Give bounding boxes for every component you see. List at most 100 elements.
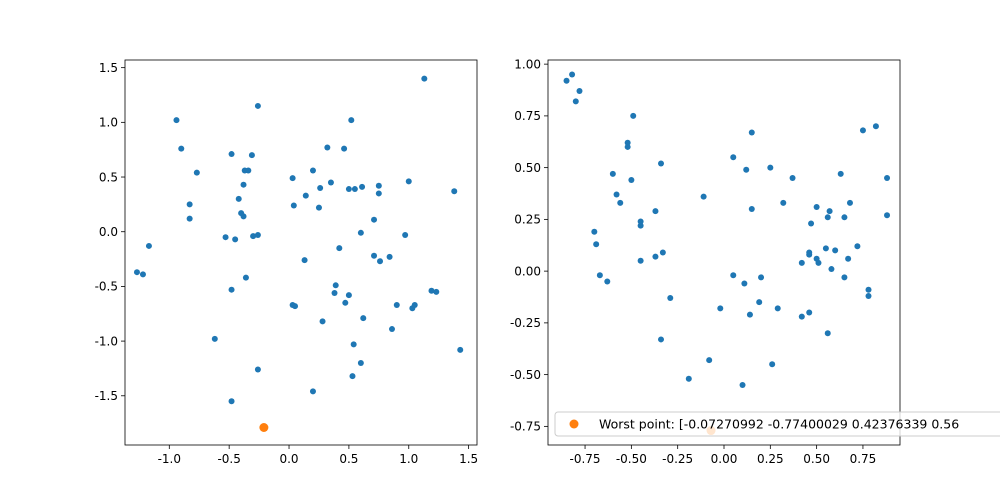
x-tick-label: -0.50 bbox=[616, 452, 647, 466]
subplot-1: -1.0 -0.5 0.0 0.5 1.0 1.5 -1.5 -1.0 -0.5 0.0 0.5 1.… bbox=[95, 59, 478, 466]
data-point bbox=[405, 178, 412, 185]
data-point bbox=[637, 218, 644, 225]
data-point bbox=[685, 375, 692, 382]
data-point bbox=[743, 166, 750, 173]
x-tick-label: -0.25 bbox=[662, 452, 693, 466]
data-point bbox=[756, 299, 763, 306]
data-point bbox=[371, 216, 378, 223]
data-point bbox=[563, 77, 570, 84]
data-point bbox=[841, 274, 848, 281]
data-point bbox=[375, 182, 382, 189]
data-point bbox=[828, 266, 835, 273]
x-tick-label: -0.5 bbox=[217, 452, 240, 466]
data-point bbox=[730, 272, 737, 279]
axes-frame bbox=[124, 59, 478, 446]
data-point bbox=[228, 151, 235, 158]
data-points bbox=[563, 71, 891, 436]
axes-frame bbox=[547, 59, 901, 446]
data-point bbox=[652, 208, 659, 215]
data-point bbox=[193, 169, 200, 176]
data-point bbox=[628, 177, 635, 184]
data-point bbox=[824, 214, 831, 221]
data-point bbox=[865, 286, 872, 293]
data-point bbox=[351, 186, 358, 193]
data-point bbox=[758, 274, 765, 281]
data-point bbox=[173, 117, 180, 124]
data-point bbox=[350, 341, 357, 348]
data-point bbox=[250, 233, 257, 240]
data-point bbox=[730, 154, 737, 161]
data-point bbox=[428, 287, 435, 294]
data-point bbox=[593, 241, 600, 248]
data-point bbox=[806, 249, 813, 256]
y-tick-label: 1.00 bbox=[514, 57, 541, 71]
data-point bbox=[319, 318, 326, 325]
data-point bbox=[248, 152, 255, 159]
x-tick-label: 0.0 bbox=[279, 452, 298, 466]
data-point bbox=[402, 232, 409, 238]
data-point bbox=[145, 242, 152, 249]
data-point bbox=[637, 257, 644, 264]
data-point bbox=[769, 361, 776, 368]
data-point bbox=[332, 282, 339, 289]
y-tick-label: -0.5 bbox=[95, 280, 118, 294]
data-point bbox=[798, 313, 805, 320]
data-point bbox=[222, 234, 229, 241]
x-tick-label: 0.25 bbox=[757, 452, 784, 466]
x-tick-label: -1.0 bbox=[158, 452, 181, 466]
data-point bbox=[317, 184, 324, 191]
data-point bbox=[822, 245, 829, 252]
data-point bbox=[569, 71, 576, 78]
data-point bbox=[748, 129, 755, 136]
data-point bbox=[254, 232, 261, 238]
data-point bbox=[789, 174, 796, 181]
data-point bbox=[421, 75, 428, 82]
data-point bbox=[309, 167, 316, 174]
data-point bbox=[254, 102, 261, 109]
data-point bbox=[780, 199, 787, 206]
data-point bbox=[824, 330, 831, 337]
data-point bbox=[245, 167, 252, 174]
x-tick-label: 0.50 bbox=[803, 452, 830, 466]
data-point bbox=[211, 335, 218, 342]
legend-frame bbox=[554, 411, 1000, 437]
data-point bbox=[884, 212, 891, 219]
data-point bbox=[240, 181, 247, 188]
data-point bbox=[289, 175, 296, 182]
data-point bbox=[808, 220, 815, 227]
x-tick-label: -0.75 bbox=[570, 452, 601, 466]
y-tick-label: 0.5 bbox=[99, 170, 118, 184]
data-point bbox=[254, 366, 261, 373]
data-point bbox=[457, 346, 464, 353]
data-point bbox=[301, 257, 308, 264]
data-point bbox=[700, 193, 707, 200]
data-point bbox=[240, 213, 247, 220]
data-point bbox=[872, 123, 879, 130]
y-tick-label: -1.0 bbox=[95, 334, 118, 348]
data-point bbox=[624, 139, 631, 146]
data-point bbox=[741, 280, 748, 287]
data-point bbox=[388, 326, 395, 333]
y-tick-label: -0.50 bbox=[510, 368, 541, 382]
data-point bbox=[302, 192, 309, 199]
x-tick-label: 1.0 bbox=[399, 452, 418, 466]
data-point bbox=[235, 195, 242, 202]
data-point bbox=[393, 302, 400, 308]
data-point bbox=[411, 302, 418, 308]
data-point bbox=[637, 222, 644, 229]
y-tick-label: 1.0 bbox=[99, 116, 118, 130]
data-point bbox=[658, 160, 665, 167]
data-point bbox=[228, 286, 235, 293]
data-point bbox=[667, 295, 674, 302]
legend-marker bbox=[569, 419, 579, 429]
data-point bbox=[348, 117, 355, 124]
data-point bbox=[133, 269, 140, 276]
data-point bbox=[341, 145, 348, 152]
data-point bbox=[591, 228, 598, 235]
data-point bbox=[315, 204, 322, 211]
data-point bbox=[375, 190, 382, 197]
data-point bbox=[798, 259, 805, 266]
data-point bbox=[767, 164, 774, 171]
data-point bbox=[658, 336, 665, 343]
